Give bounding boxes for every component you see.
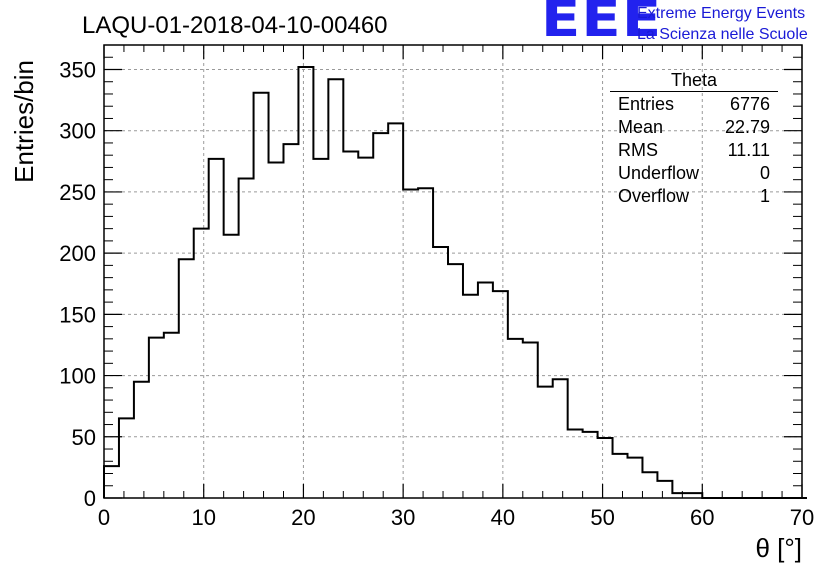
plot-frame <box>103 44 803 499</box>
stats-row-mean: Mean 22.79 <box>610 115 778 138</box>
y-tick-label: 250 <box>59 180 96 205</box>
x-tick-label: 0 <box>98 505 110 530</box>
stats-title: Theta <box>610 70 778 92</box>
y-tick-label: 150 <box>59 302 96 327</box>
chart-title: LAQU-01-2018-04-10-00460 <box>82 12 388 39</box>
stats-row-entries: Entries 6776 <box>610 92 778 115</box>
stats-label: Mean <box>618 117 664 137</box>
y-tick-label: 300 <box>59 119 96 144</box>
x-tick-label: 40 <box>491 505 515 530</box>
y-tick-label: 100 <box>59 364 96 389</box>
y-tick-label: 0 <box>84 486 96 511</box>
histogram-step-line <box>103 66 807 499</box>
stats-value: 11.11 <box>727 140 770 160</box>
stats-label: Underflow <box>618 163 700 183</box>
stats-label: Overflow <box>618 186 690 206</box>
eee-logo: EEE <box>541 0 663 48</box>
logo-line-1: Extreme Energy Events <box>637 5 806 22</box>
y-tick-label: 350 <box>59 57 96 82</box>
stats-box: Theta Entries 6776 Mean 22.79 RMS 11.11 … <box>610 70 778 207</box>
x-tick-label: 60 <box>690 505 714 530</box>
stats-label: RMS <box>618 140 658 160</box>
x-tick-label: 70 <box>790 505 814 530</box>
y-tick-label: 50 <box>72 425 96 450</box>
stats-value: 22.79 <box>724 117 770 137</box>
y-axis-label: Entries/bin <box>9 60 39 183</box>
logo-line-2: La Scienza nelle Scuole <box>637 26 808 43</box>
x-axis-label: θ [°] <box>755 533 802 563</box>
stats-value: 0 <box>759 163 770 183</box>
x-tick-label: 10 <box>191 505 215 530</box>
stats-label: Entries <box>618 94 675 114</box>
stats-value: 6776 <box>729 94 770 114</box>
axis-ticks <box>103 44 803 499</box>
x-tick-label: 30 <box>391 505 415 530</box>
x-tick-label: 50 <box>590 505 614 530</box>
stats-value: 1 <box>759 186 770 206</box>
stats-row-overflow: Overflow 1 <box>610 184 778 207</box>
stats-row-underflow: Underflow 0 <box>610 161 778 184</box>
stats-row-rms: RMS 11.11 <box>610 138 778 161</box>
x-tick-label: 20 <box>291 505 315 530</box>
grid-lines <box>104 45 802 498</box>
y-tick-label: 200 <box>59 241 96 266</box>
